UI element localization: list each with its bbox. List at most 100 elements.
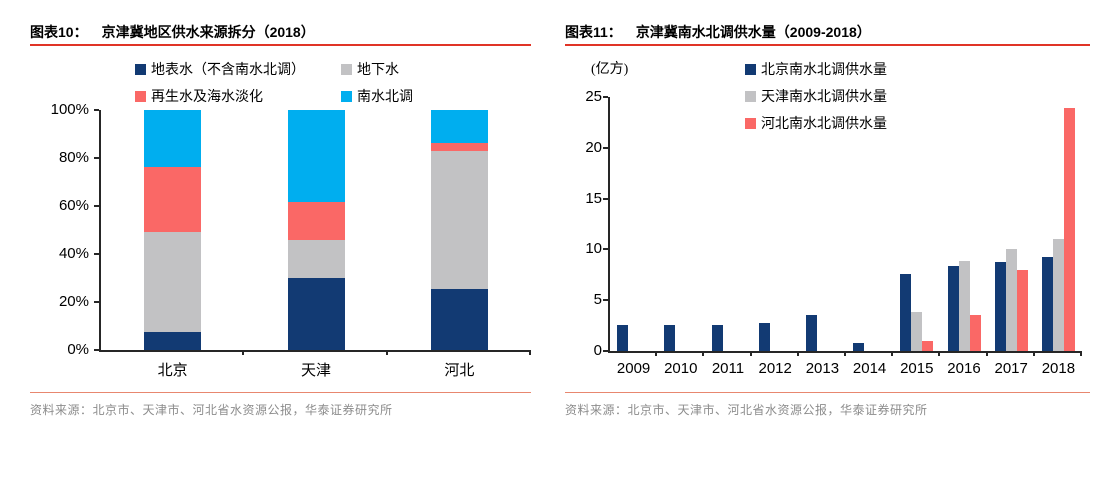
x-axis-category-label: 北京 (157, 363, 188, 379)
x-axis-tick-mark (702, 351, 705, 356)
x-axis-tick-mark (385, 350, 388, 355)
grouped-bar-0 (853, 342, 865, 351)
legend-item: 天津南水北调供水量 (745, 86, 887, 106)
y-axis-tick-label: 5 (593, 291, 602, 309)
x-axis-tick-mark (1080, 351, 1082, 356)
legend-swatch (745, 63, 756, 75)
y-axis-tick-mark (603, 248, 608, 251)
grouped-bar-1 (1005, 249, 1017, 351)
figure-10-panel: 图表10： 京津冀地区供水来源拆分（2018） 地表水（不含南水北调） 地下水再生水… (30, 0, 531, 477)
x-axis-category-label: 2013 (805, 360, 840, 377)
x-axis-tick-mark (1032, 351, 1035, 356)
stacked-bar-segment-0 (430, 288, 488, 350)
legend-label: 地下水 (357, 63, 399, 78)
y-axis-tick-label: 25 (585, 88, 602, 105)
y-axis-unit-label: (亿方) (591, 62, 629, 77)
grouped-bar-0 (947, 265, 959, 351)
x-axis-category-label: 2010 (664, 360, 698, 377)
legend-swatch (341, 63, 352, 75)
grouped-bar-1 (911, 312, 923, 351)
y-axis-tick-mark (603, 197, 608, 200)
y-axis-tick-mark (94, 109, 99, 111)
figure-10-source-text: 资料来源：北京市、天津市、河北省水资源公报，华泰证券研究所 (30, 403, 393, 417)
y-axis-tick-mark (603, 146, 608, 149)
stacked-bar-plot: 0% 20% 40% 60% 80% 100% 北京 天津 河北 (51, 101, 531, 379)
stacked-bar-segment-1 (430, 150, 488, 289)
figure-11-panel: 图表11： 京津冀南水北调供水量（2009-2018） (亿方) 北京南水北调供水… (565, 0, 1090, 477)
x-axis-tick-mark (529, 350, 531, 355)
legend-item: 地表水（不含南水北调） (135, 59, 341, 79)
legend-item: 北京南水北调供水量 (745, 59, 887, 79)
x-axis-category-label: 2017 (994, 360, 1028, 377)
grouped-bar-plot: 0 5 10 15 20 25 2009 2010 2011 2012 2013 2014 2015 20… (585, 88, 1082, 377)
figure-11-source-text: 资料来源：北京市、天津市、河北省水资源公报，华泰证券研究所 (565, 403, 928, 417)
legend-label: 天津南水北调供水量 (761, 90, 887, 105)
grouped-bar-0 (994, 261, 1006, 351)
grouped-bar-0 (805, 315, 817, 351)
x-axis-category-label: 2015 (900, 360, 934, 377)
legend-swatch (135, 90, 146, 102)
legend-item: 再生水及海水淡化 (135, 86, 341, 106)
x-axis-tick-mark (938, 351, 941, 356)
grouped-bar-2 (1063, 108, 1075, 351)
y-axis-tick-label: 20% (58, 293, 89, 310)
y-axis-tick-label: 0 (593, 342, 602, 359)
grouped-bar-1 (958, 260, 970, 351)
figure-11-source-divider (565, 392, 1090, 393)
y-axis-tick-label: 0% (67, 341, 89, 358)
stacked-bar-segment-2 (287, 202, 345, 241)
x-axis-tick-mark (242, 350, 245, 355)
y-axis-tick-mark (603, 96, 608, 98)
grouped-bar-0 (711, 324, 723, 351)
stacked-bar-segment-1 (144, 232, 202, 332)
y-axis-tick-mark (603, 350, 608, 352)
y-axis-tick-label: 60% (58, 197, 89, 214)
legend-swatch (745, 90, 756, 102)
figure-10-label: 图表10： (30, 24, 88, 40)
y-axis-tick-mark (94, 301, 99, 303)
stacked-bar-segment-3 (144, 110, 202, 167)
x-axis-tick-mark (844, 351, 846, 356)
y-axis-tick-mark (94, 205, 99, 207)
grouped-bar-2 (1016, 269, 1028, 351)
legend-swatch (135, 63, 146, 75)
y-axis-tick-label: 40% (58, 245, 89, 262)
x-axis-category-label: 2009 (616, 360, 651, 377)
stacked-bar-segment-2 (430, 142, 488, 151)
figure-11-title-row: 图表11： 京津冀南水北调供水量（2009-2018） (565, 22, 871, 42)
y-axis-tick-mark (603, 299, 608, 302)
stacked-bar-segment-3 (287, 110, 345, 203)
stacked-bar-segment-0 (287, 278, 345, 350)
y-axis-tick-label: 80% (58, 149, 89, 166)
figure-11-legend: 北京南水北调供水量天津南水北调供水量 河北南水北调供水量 (745, 59, 887, 133)
legend-item: 地下水 (341, 59, 413, 79)
figure-10-source-divider (30, 392, 531, 393)
figure-10-title-underline (30, 44, 531, 46)
legend-label: 再生水及海水淡化 (151, 90, 263, 105)
figure-10-title-row: 图表10： 京津冀地区供水来源拆分（2018） (30, 22, 315, 42)
stacked-bar-segment-1 (287, 240, 345, 278)
grouped-bar-0 (664, 324, 676, 351)
grouped-bar-0 (1041, 256, 1053, 351)
stacked-bar-segment-0 (144, 331, 202, 350)
x-axis-category-label: 2012 (758, 360, 792, 377)
legend-label: 河北南水北调供水量 (761, 117, 887, 132)
x-axis-tick-mark (985, 351, 988, 356)
grouped-bar-0 (758, 322, 770, 351)
figure-10-title: 京津冀地区供水来源拆分（2018） (101, 24, 315, 40)
stacked-bar-segment-2 (144, 166, 202, 233)
y-axis-tick-label: 100% (50, 101, 89, 118)
y-axis-tick-label: 10 (585, 240, 602, 258)
grouped-bar-2 (922, 340, 934, 351)
grouped-bar-1 (1052, 239, 1064, 351)
x-axis-category-label: 2016 (947, 360, 981, 377)
y-axis-tick-mark (94, 349, 99, 351)
legend-label: 地表水（不含南水北调） (151, 63, 305, 78)
x-axis-category-label: 河北 (444, 363, 475, 379)
x-axis-category-label: 2018 (1041, 360, 1076, 377)
x-axis-tick-mark (796, 351, 799, 356)
legend-swatch (341, 90, 352, 102)
x-axis-category-label: 天津 (300, 363, 331, 379)
figure-11-title-underline (565, 44, 1090, 46)
